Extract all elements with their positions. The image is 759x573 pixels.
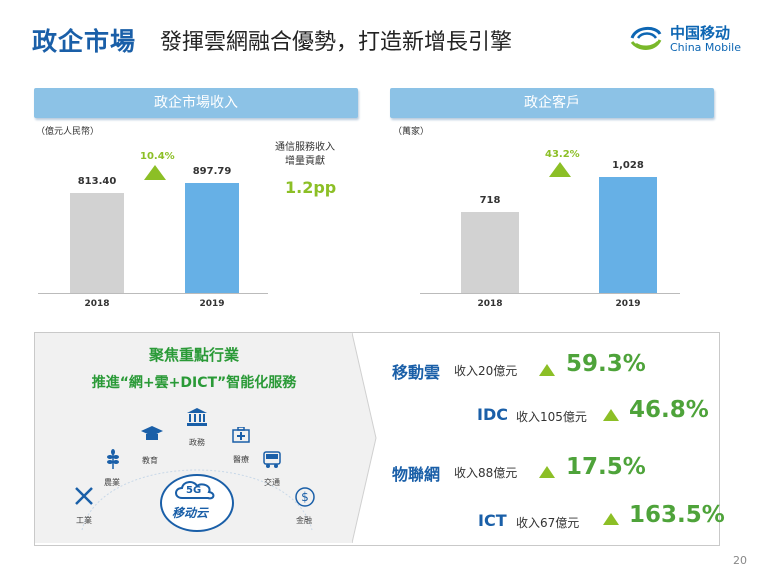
chart1-note-line2: 增量貢獻 [285,156,325,167]
focus-title: 聚焦重點行業 [148,346,239,364]
chevron-right-icon [351,332,382,547]
industry-label-government: 政務 [189,438,205,447]
chart2-header: 政企客戶 [390,88,714,118]
education-icon [141,426,163,446]
chart1-value-2019: 897.79 [192,166,232,177]
industry-label-medical: 醫療 [233,455,249,464]
chart1-growth-up-icon [144,165,166,180]
industry-label-finance: 金融 [296,516,312,525]
page-title: 政企市場 [32,27,137,56]
badge-5g-label: 5G [186,485,202,496]
chart2-baseline [420,293,680,294]
chart2-bar-2019 [599,177,657,293]
chart1-bar-2018 [70,193,124,293]
chart1-note-value: 1.2pp [285,178,337,197]
page-subtitle: 發揮雲網融合優勢，打造新增長引擎 [160,30,513,55]
chart1-unit: （億元人民幣） [36,127,100,137]
metric-pct-cloud: 59.3% [566,351,646,377]
metric-pct-ict: 163.5% [629,502,725,528]
metric-up-icon-ict [603,513,619,525]
metric-desc-idc: 收入105億元 [516,410,587,424]
medical-icon [232,426,250,447]
chart2-growth-label: 43.2% [545,149,580,160]
cloud-icon [172,478,218,506]
chart2-bar-2018 [461,212,519,293]
metric-up-icon-iot [539,466,555,478]
government-icon [187,408,207,430]
chart1-xtick-2019: 2019 [199,299,225,309]
metric-name-idc: IDC [477,405,508,424]
metric-up-icon-cloud [539,364,555,376]
svg-text:$: $ [301,490,309,504]
logo-text-cn: 中国移动 [670,24,731,42]
industry-label-agriculture: 農業 [104,478,120,487]
chart1-xtick-2018: 2018 [84,299,110,309]
logo-text-en: China Mobile [670,41,742,54]
industry-label-transport: 交通 [264,478,280,487]
finance-icon: $ [295,487,315,511]
metric-desc-ict: 收入67億元 [516,516,580,530]
badge-label: 移动云 [172,506,209,520]
focus-subtitle: 推進“網+雲+DICT”智能化服務 [91,375,297,391]
transport-icon [262,451,282,473]
chart1-header: 政企市場收入 [34,88,358,118]
chart1-baseline [38,293,268,294]
industry-label-industry: 工業 [76,516,92,525]
industry-label-education: 教育 [142,456,158,465]
cloud-5g-badge [160,474,234,532]
metric-pct-idc: 46.8% [629,397,709,423]
chart1-bar-2019 [185,183,239,293]
metric-desc-cloud: 收入20億元 [454,364,518,378]
chart2-unit: （萬家） [393,127,430,137]
chart1-growth-label: 10.4% [140,151,175,162]
metric-up-icon-idc [603,409,619,421]
industry-ring [62,420,332,540]
page-number: 20 [733,554,747,567]
chart2-value-2018: 718 [479,195,501,206]
industry-tools-icon [74,486,94,510]
metric-name-cloud: 移動雲 [392,363,441,382]
agriculture-icon [105,449,121,473]
metric-pct-iot: 17.5% [566,454,646,480]
chart1-note-line1: 通信服務收入 [275,142,335,153]
chart2-xtick-2018: 2018 [477,299,503,309]
chart1-value-2018: 813.40 [77,176,117,187]
chart2-growth-up-icon [549,162,571,177]
china-mobile-logo-icon [628,20,664,56]
metric-desc-iot: 收入88億元 [454,466,518,480]
chart2-value-2019: 1,028 [612,160,644,171]
metric-name-iot: 物聯網 [392,465,441,484]
chart2-xtick-2019: 2019 [615,299,641,309]
metric-name-ict: ICT [478,511,507,530]
